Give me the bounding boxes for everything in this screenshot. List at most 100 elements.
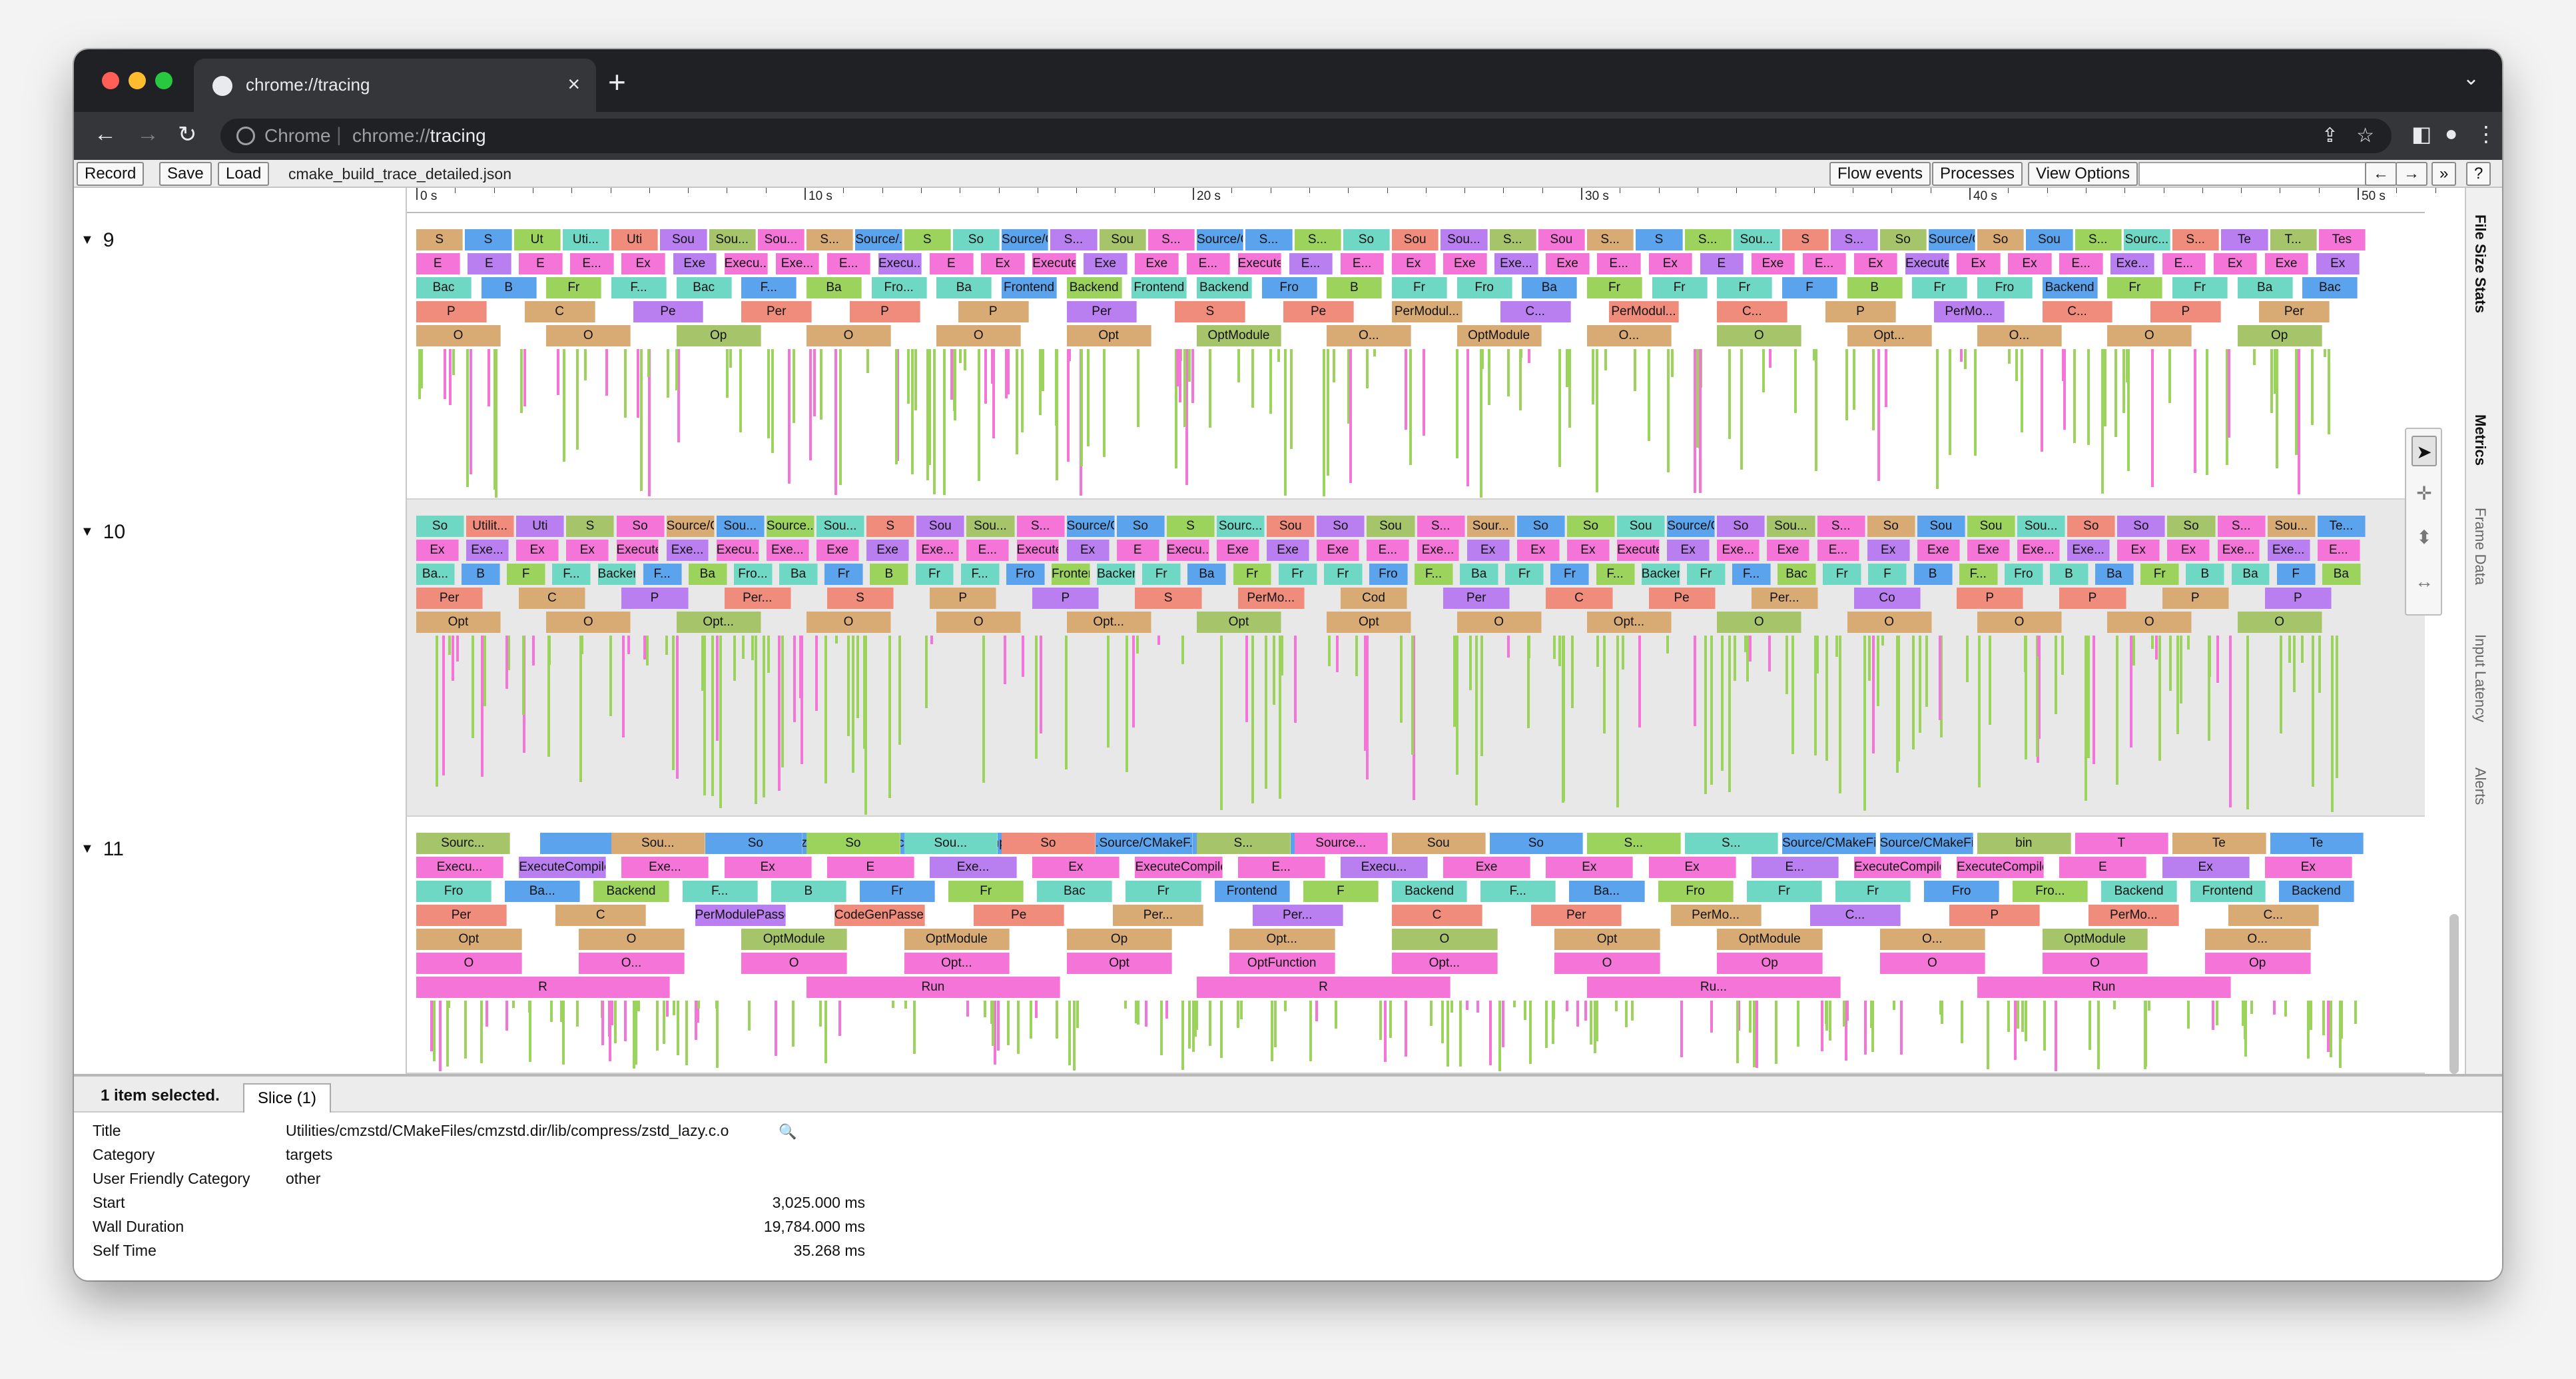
trace-slice-nested[interactable] [1876,636,1879,706]
trace-slice[interactable]: R [1197,977,1450,998]
trace-slice-nested[interactable] [1835,636,1839,658]
trace-slice-nested[interactable] [1103,349,1106,422]
trace-slice[interactable]: Frontend [1002,277,1058,298]
trace-slice-nested[interactable] [511,1001,515,1008]
trace-slice-nested[interactable] [984,349,988,404]
trace-slice-nested[interactable] [1680,1001,1684,1058]
trace-slice-nested[interactable] [2112,1001,2116,1010]
trace-slice-nested[interactable] [1004,349,1008,399]
trace-slice[interactable]: Sou... [816,516,865,537]
trace-slice-nested[interactable] [1404,1001,1407,1057]
trace-slice-nested[interactable] [808,349,812,460]
trace-slice-nested[interactable] [2021,1001,2024,1032]
trace-slice[interactable]: Ba [2322,564,2361,585]
trace-slice[interactable]: P [2162,588,2229,609]
trace-slice-nested[interactable] [2211,1001,2214,1030]
trace-slice-nested[interactable] [601,1001,604,1046]
trace-slice-nested[interactable] [775,1001,778,1056]
trace-slice[interactable]: Fro [1006,564,1045,585]
trace-slice[interactable]: Exe... [621,857,709,878]
trace-slice-nested[interactable] [677,349,681,443]
trace-slice-nested[interactable] [2036,636,2039,757]
trace-slice[interactable]: P [621,588,689,609]
trace-slice-nested[interactable] [1327,349,1330,476]
trace-slice-nested[interactable] [2327,1001,2330,1052]
trace-slice[interactable]: F [1868,564,1907,585]
trace-slice[interactable]: C [1546,588,1613,609]
profile-icon[interactable]: ● [2445,121,2458,145]
trace-slice-nested[interactable] [1595,349,1598,492]
trace-slice[interactable]: Ba [688,564,727,585]
trace-slice-nested[interactable] [982,636,985,783]
trace-slice-nested[interactable] [676,636,679,779]
trace-slice-nested[interactable] [1373,349,1376,356]
trace-slice-nested[interactable] [662,1001,665,1044]
trace-slice[interactable]: Fr [1126,881,1201,902]
trace-slice-nested[interactable] [1144,1001,1147,1027]
trace-slice-nested[interactable] [958,349,962,364]
trace-slice[interactable]: O [2042,953,2148,974]
address-bar[interactable]: Chrome | chrome://tracing ⇪ ☆ [220,119,2392,153]
trace-slice[interactable]: Sou [1099,229,1146,250]
trace-slice-nested[interactable] [1064,636,1068,770]
trace-slice-nested[interactable] [2158,636,2162,761]
trace-slice[interactable]: Bac [416,277,472,298]
trace-slice[interactable]: Ba [2095,564,2134,585]
trace-slice-nested[interactable] [1476,1001,1479,1013]
trace-slice[interactable]: So [1566,516,1616,537]
trace-slice[interactable]: F... [611,277,667,298]
trace-slice-nested[interactable] [1602,636,1606,733]
trace-slice[interactable]: Bac [676,277,732,298]
trace-slice[interactable]: ExecuteCompiler [1032,253,1076,274]
trace-slice-nested[interactable] [505,636,509,689]
trace-slice[interactable]: Source/CMakeFiles/CTe... [1879,833,1974,854]
trace-slice[interactable]: Sou... [1733,229,1781,250]
trace-slice-nested[interactable] [418,349,421,399]
trace-slice-nested[interactable] [813,349,816,416]
trace-slice-nested[interactable] [1236,1001,1239,1028]
trace-slice-nested[interactable] [559,1001,563,1023]
trace-slice-nested[interactable] [1507,636,1510,658]
trace-slice-nested[interactable] [430,1001,434,1051]
trace-slice[interactable]: So [709,833,803,854]
trace-slice[interactable]: Sou... [716,516,765,537]
trace-slice[interactable]: Exe... [775,253,820,274]
trace-slice-nested[interactable] [1595,1001,1598,1042]
trace-slice-nested[interactable] [1137,349,1140,381]
search-input[interactable] [2138,162,2370,186]
trace-slice-nested[interactable] [685,1001,689,1065]
trace-slice-nested[interactable] [1251,636,1254,803]
trace-slice[interactable]: Ex [566,540,609,561]
trace-slice[interactable]: C [555,905,647,926]
trace-slice-nested[interactable] [1240,1001,1243,1019]
trace-slice[interactable]: PerModulePasses [695,905,786,926]
close-tab-icon[interactable]: × [567,72,580,96]
url-text[interactable]: chrome://tracing [352,125,486,147]
trace-slice[interactable]: Ut [513,229,561,250]
view-options-button[interactable]: View Options [2028,162,2138,186]
trace-slice[interactable]: Fr [1746,881,1822,902]
trace-slice[interactable]: B [1847,277,1903,298]
trace-slice[interactable]: Fr [1550,564,1590,585]
trace-slice-nested[interactable] [1845,1001,1849,1021]
trace-slice-nested[interactable] [1553,636,1556,660]
trace-slice-nested[interactable] [701,636,704,691]
time-ruler[interactable]: 0 s 10 s 20 s 30 s 40 s 50 s [407,188,2475,213]
trace-slice[interactable]: P [2264,588,2332,609]
trace-slice-nested[interactable] [435,636,438,787]
save-button[interactable]: Save [159,162,212,186]
trace-slice[interactable]: Fr [915,564,954,585]
trace-slice[interactable]: O [936,612,1022,633]
trace-slice-nested[interactable] [1814,349,1817,471]
trace-slice[interactable]: Exe [1917,540,1960,561]
trace-slice[interactable]: E [826,857,914,878]
trace-slice-nested[interactable] [1893,1001,1896,1010]
trace-slice-nested[interactable] [1594,1001,1597,1054]
trace-slice[interactable]: Op [2237,325,2322,346]
trace-slice-nested[interactable] [1720,636,1724,771]
trace-slice-nested[interactable] [2144,1001,2147,1070]
trace-slice-nested[interactable] [950,349,953,400]
trace-slice-nested[interactable] [824,636,827,783]
trace-slice-nested[interactable] [2087,636,2090,759]
trace-slice[interactable]: PerModul... [1608,301,1680,322]
